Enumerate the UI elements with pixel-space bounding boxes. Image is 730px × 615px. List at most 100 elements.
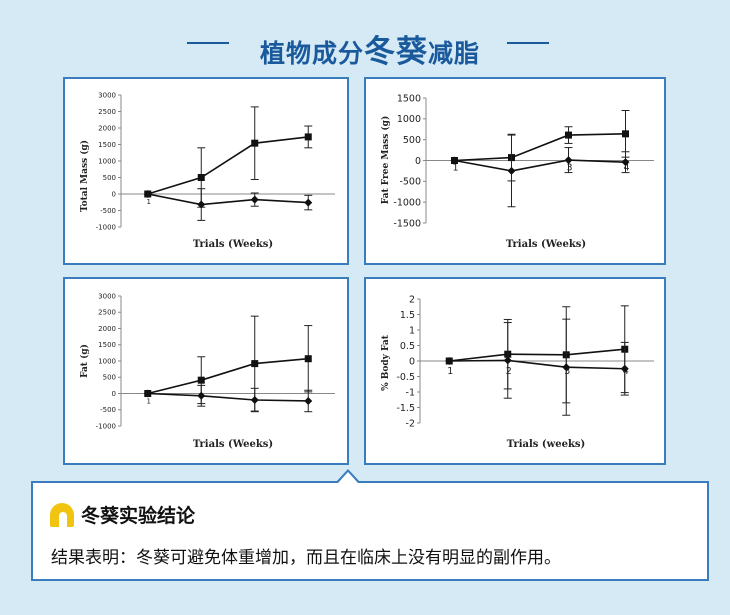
y-axis-label: Total Mass (g) (79, 140, 90, 212)
y-tick-label: 1500 (98, 341, 116, 349)
series-line-1 (147, 136, 309, 195)
y-tick-label: 2500 (98, 309, 116, 317)
y-tick-label: 2000 (98, 124, 116, 132)
series-line-1 (147, 357, 309, 395)
x-axis-label: Trials (Weeks) (193, 439, 273, 450)
x-tick-label: 1 (452, 163, 458, 174)
y-tick-label: 500 (103, 174, 116, 182)
x-tick-label: 1 (147, 398, 151, 406)
title-left-rule (187, 42, 229, 44)
y-tick-label: 2000 (98, 325, 116, 333)
conclusion-box: 冬葵实验结论 结果表明：冬葵可避免体重增加，而且在临床上没有明显的副作用。 (31, 481, 709, 581)
y-tick-label: -1000 (96, 223, 116, 231)
y-tick-label: -1000 (96, 422, 116, 430)
y-tick-label: -1000 (393, 197, 421, 208)
y-axis-label: Fat (g) (79, 344, 90, 378)
chart-fat-free-mass: Fat Free Mass (g) Trials (Weeks) -1500 -1… (364, 77, 666, 265)
y-tick-label: 500 (403, 135, 421, 146)
title-right-rule (507, 42, 549, 44)
chart-total-mass-svg: Total Mass (g) Trials (Weeks) -1000 -500 0… (79, 91, 335, 250)
y-tick-label: 1500 (397, 93, 421, 104)
y-tick-label: -500 (399, 177, 421, 188)
x-tick-label: 1 (147, 198, 151, 206)
y-tick-label: -500 (100, 207, 116, 215)
data-point-diamond (250, 195, 259, 204)
x-tick-label: 2 (506, 366, 512, 377)
data-point-diamond (197, 200, 206, 209)
page-header: 植物成分冬葵减脂 (0, 20, 730, 70)
series-line-2 (454, 159, 626, 172)
data-point-diamond (143, 190, 152, 198)
title-emphasis: 冬葵 (364, 34, 428, 70)
series-line-1 (454, 133, 626, 162)
x-tick-label: 3 (564, 366, 570, 377)
y-tick-label: 1000 (98, 157, 116, 165)
data-point-diamond (250, 396, 259, 404)
y-tick-label: 0 (409, 356, 415, 367)
y-tick-label: 2 (409, 294, 415, 305)
chart-total-mass: Total Mass (g) Trials (Weeks) -1000 -500 0… (63, 77, 349, 265)
y-tick-label: -1.5 (396, 403, 415, 414)
y-tick-label: 0 (112, 390, 116, 398)
y-tick-label: 1 (409, 325, 415, 336)
series-line-2 (147, 392, 309, 402)
title-part-2: 减脂 (428, 39, 481, 68)
x-axis-label: Trials (Weeks) (193, 239, 273, 250)
y-tick-label: 0 (112, 190, 116, 198)
title-part-1: 植物成分 (259, 39, 364, 68)
chart-body-fat: % Body Fat Trials (weeks) -2 -1.5 -1 -0.5 0 0… (364, 277, 666, 465)
conclusion-text: 结果表明：冬葵可避免体重增加，而且在临床上没有明显的副作用。 (51, 548, 561, 568)
series-line-2 (147, 193, 309, 206)
data-point-diamond (450, 156, 459, 165)
series-line-1 (449, 348, 625, 362)
y-axis-label: Fat Free Mass (g) (380, 116, 391, 204)
page-title: 植物成分冬葵减脂 (240, 26, 500, 71)
chart-fat-free-mass-svg: Fat Free Mass (g) Trials (Weeks) -1500 -1… (380, 93, 654, 250)
data-point-square (565, 131, 572, 139)
conclusion-title: 冬葵实验结论 (81, 505, 196, 527)
data-point-square (251, 360, 259, 368)
data-point-diamond (445, 357, 454, 365)
x-tick-label: 3 (566, 163, 572, 174)
y-tick-label: -0.5 (396, 372, 415, 383)
y-tick-label: -1 (406, 387, 415, 398)
data-point-diamond (304, 396, 313, 405)
y-tick-label: 500 (103, 374, 116, 382)
y-tick-label: 1000 (98, 357, 116, 365)
chart-body-fat-svg: % Body Fat Trials (weeks) -2 -1.5 -1 -0.5 0 0… (381, 294, 654, 450)
callout-pointer-fill (338, 472, 358, 483)
data-point-square (304, 355, 312, 363)
y-tick-label: 0.5 (400, 341, 415, 352)
y-tick-label: -2 (406, 418, 415, 429)
y-tick-label: 3000 (98, 292, 116, 300)
data-point-diamond (304, 198, 313, 207)
data-point-diamond (503, 356, 512, 365)
data-point-diamond (197, 391, 206, 400)
data-point-square (197, 174, 205, 181)
y-tick-label: -1500 (393, 218, 421, 229)
data-point-diamond (621, 158, 630, 167)
x-axis-label: Trials (Weeks) (506, 239, 586, 250)
data-point-diamond (507, 166, 516, 175)
chart-fat: Fat (g) Trials (Weeks) -1000 -500 0 500 1000… (63, 277, 349, 465)
y-tick-label: 1500 (98, 141, 116, 149)
series-line-2 (449, 359, 625, 370)
y-axis-label: % Body Fat (381, 334, 391, 391)
y-tick-label: -500 (100, 406, 116, 414)
y-tick-label: 1.5 (400, 310, 415, 321)
x-tick-label: 1 (447, 366, 453, 377)
data-point-square (251, 139, 259, 147)
y-tick-label: 1000 (397, 114, 421, 125)
chart-fat-svg: Fat (g) Trials (Weeks) -1000 -500 0 500 1000… (79, 292, 335, 450)
arch-icon (50, 503, 74, 527)
data-point-square (197, 376, 205, 384)
x-tick-label: 4 (623, 163, 629, 174)
y-tick-label: 0 (415, 156, 421, 167)
data-point-square (622, 130, 629, 138)
y-tick-label: 3000 (98, 91, 116, 99)
data-point-diamond (564, 156, 573, 165)
data-point-square (304, 133, 312, 141)
data-point-diamond (562, 363, 571, 372)
data-point-diamond (620, 364, 629, 373)
